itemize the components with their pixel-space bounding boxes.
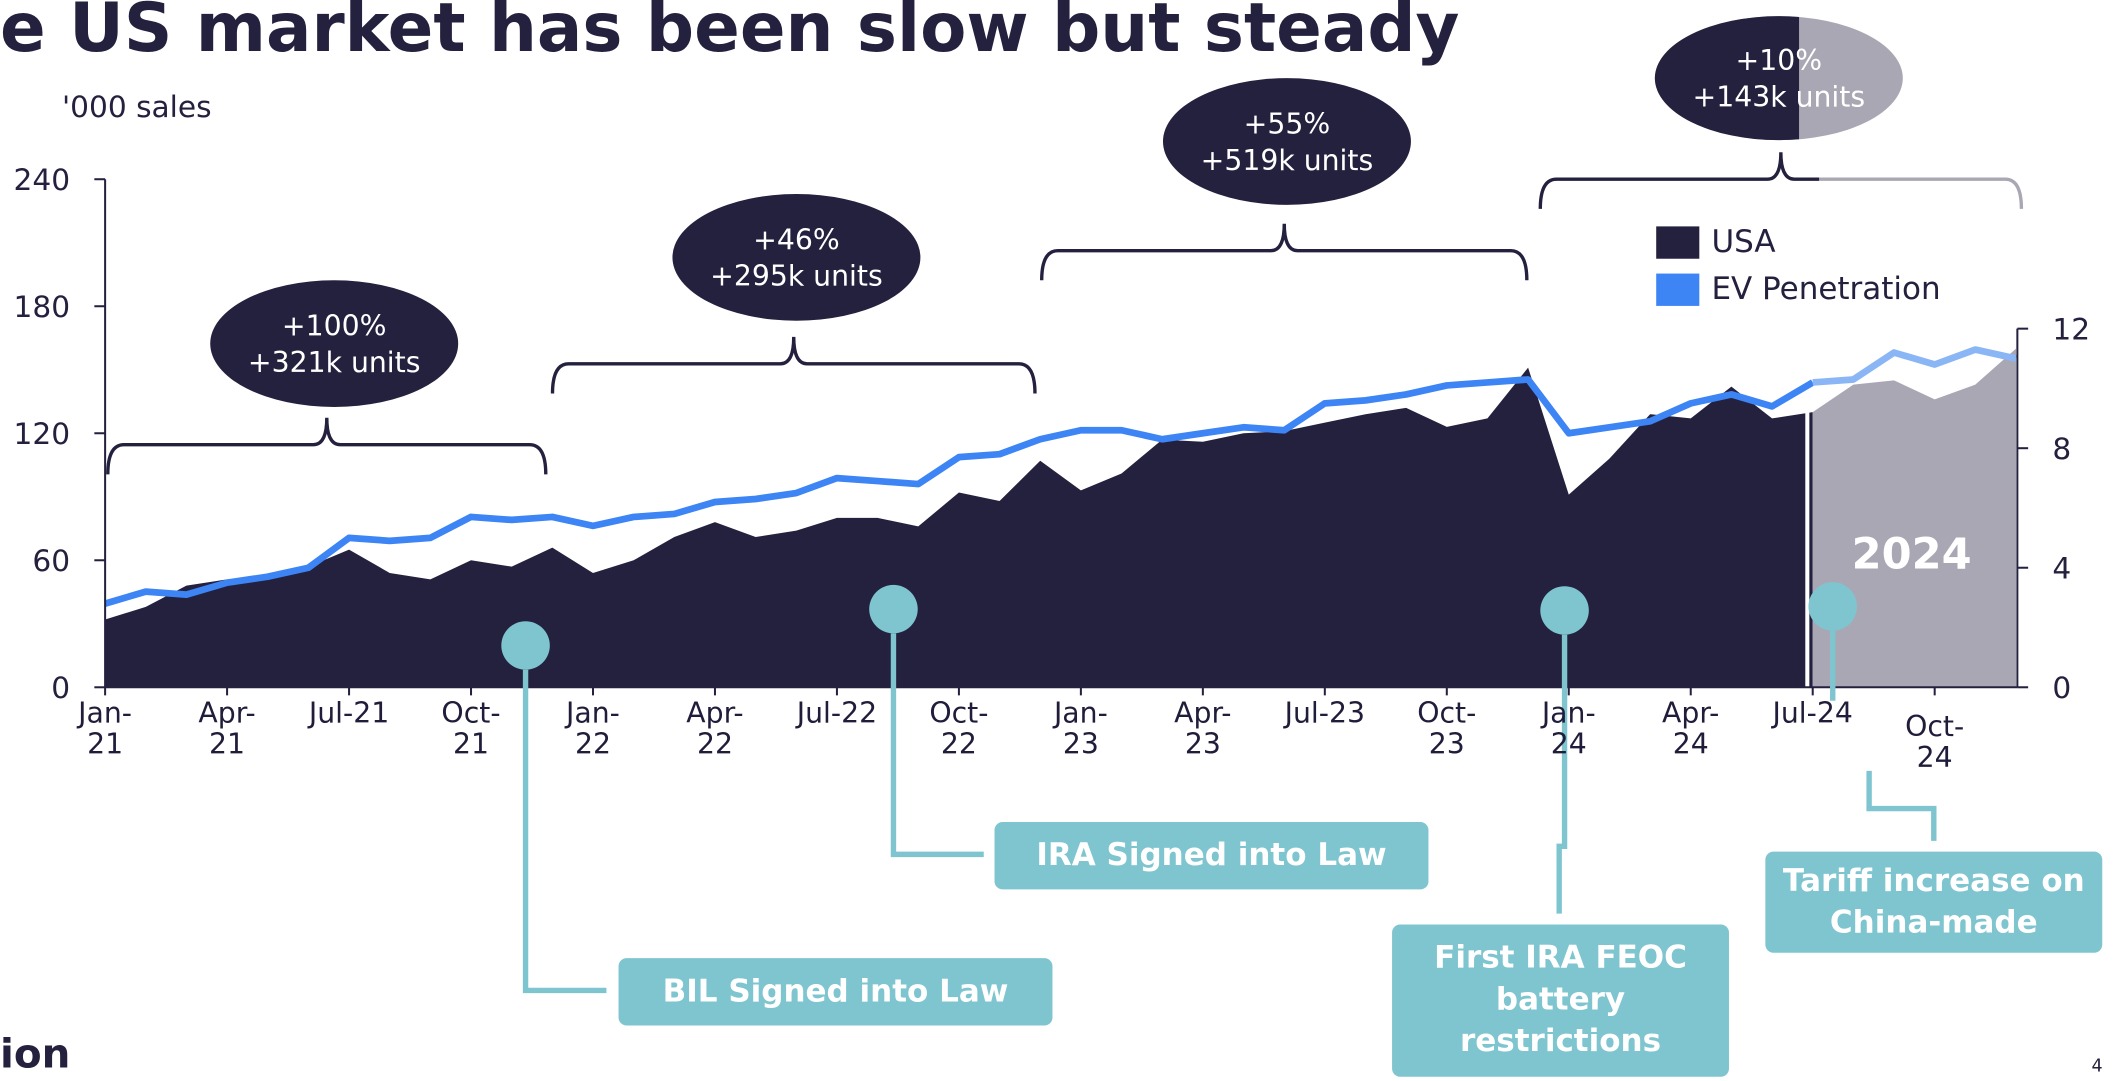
x-tick-label: Jul-21 [308, 696, 390, 730]
shade-label: 2024 [1852, 530, 1972, 580]
event-box: Tariff increase on China-made [1765, 851, 2103, 953]
y-tick-label: 60 [32, 543, 70, 578]
x-tick-label: Apr-22 [686, 696, 744, 761]
x-tick-label: Jul-24 [1772, 696, 1853, 730]
y2-tick-label: 12 [2052, 311, 2090, 346]
event-box: First IRA FEOC battery restrictions [1392, 924, 1729, 1077]
event-dot [501, 621, 550, 670]
x-tick-label: Oct-23 [1417, 696, 1477, 761]
bubble-text: +519k units [1201, 144, 1374, 177]
event-box: BIL Signed into Law [618, 958, 1053, 1026]
bracket-shaded [1819, 177, 2024, 209]
x-tick-label: Apr-23 [1174, 696, 1232, 761]
x-tick-label: Apr-24 [1662, 696, 1720, 761]
x-tick-label: Oct-24 [1905, 710, 1965, 774]
line-ev [104, 376, 1815, 607]
bubble [1162, 78, 1411, 205]
event-connector [1830, 630, 1937, 841]
y-tick-label: 0 [51, 670, 70, 705]
bubble [672, 194, 921, 321]
bracket [1040, 223, 1529, 281]
legend-swatch [1656, 273, 1700, 306]
bracket [106, 417, 548, 475]
page-number: 4 [2091, 1056, 2102, 1076]
x-tick-label: Jan-22 [566, 696, 620, 761]
event-connector [890, 633, 984, 858]
bubble-text: +100% [282, 310, 387, 343]
area-usa [105, 367, 1813, 688]
event-connector [1556, 634, 1568, 914]
event-dot [1808, 582, 1857, 631]
x-tick-label: Apr-21 [198, 696, 256, 761]
legend-swatch [1656, 226, 1700, 259]
x-tick-label: Jan-23 [1053, 696, 1108, 761]
y-axis-label: '000 sales [62, 89, 212, 124]
bubble-text: +143k units [1693, 80, 1866, 113]
y-tick-label: 120 [14, 416, 71, 451]
logo: ion [0, 1029, 70, 1077]
event-dot [869, 584, 918, 634]
area-usa-shaded [1812, 348, 2016, 688]
x-tick-label: Jul-23 [1284, 696, 1365, 730]
x-tick-label: Oct-21 [441, 696, 501, 761]
y2-tick-label: 0 [2052, 670, 2071, 705]
title: e US market has been slow but steady [0, 0, 1459, 67]
bubble-text: +55% [1244, 107, 1331, 140]
x-tick-label: Jan-24 [1541, 696, 1596, 761]
y2-tick-label: 8 [2052, 431, 2071, 466]
x-tick-label: Jul-22 [796, 696, 878, 730]
event-dot [1540, 586, 1589, 635]
y-tick-label: 240 [14, 162, 71, 197]
bracket [550, 336, 1037, 394]
bubble-text: +295k units [710, 260, 883, 293]
legend-label: USA [1711, 224, 1775, 260]
legend-label: EV Penetration [1711, 271, 1940, 307]
bracket [1538, 152, 1820, 209]
x-tick-label: Oct-22 [929, 696, 989, 761]
bubble [210, 280, 459, 407]
x-tick-label: Jan-21 [78, 696, 133, 761]
bubble-text: +10% [1736, 44, 1823, 77]
bubble-text: +46% [753, 223, 840, 256]
event-box: IRA Signed into Law [994, 822, 1429, 890]
bubble-text: +321k units [248, 346, 421, 379]
line-ev-shaded [1812, 346, 2017, 386]
bubble [1654, 16, 1800, 141]
y2-tick-label: 4 [2052, 551, 2071, 586]
y-tick-label: 180 [14, 289, 71, 324]
event-connector [522, 669, 607, 994]
